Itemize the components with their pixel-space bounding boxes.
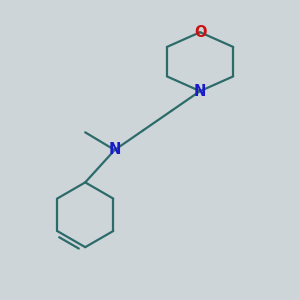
Text: N: N [109,142,121,158]
Text: N: N [194,84,206,99]
Text: O: O [194,25,206,40]
